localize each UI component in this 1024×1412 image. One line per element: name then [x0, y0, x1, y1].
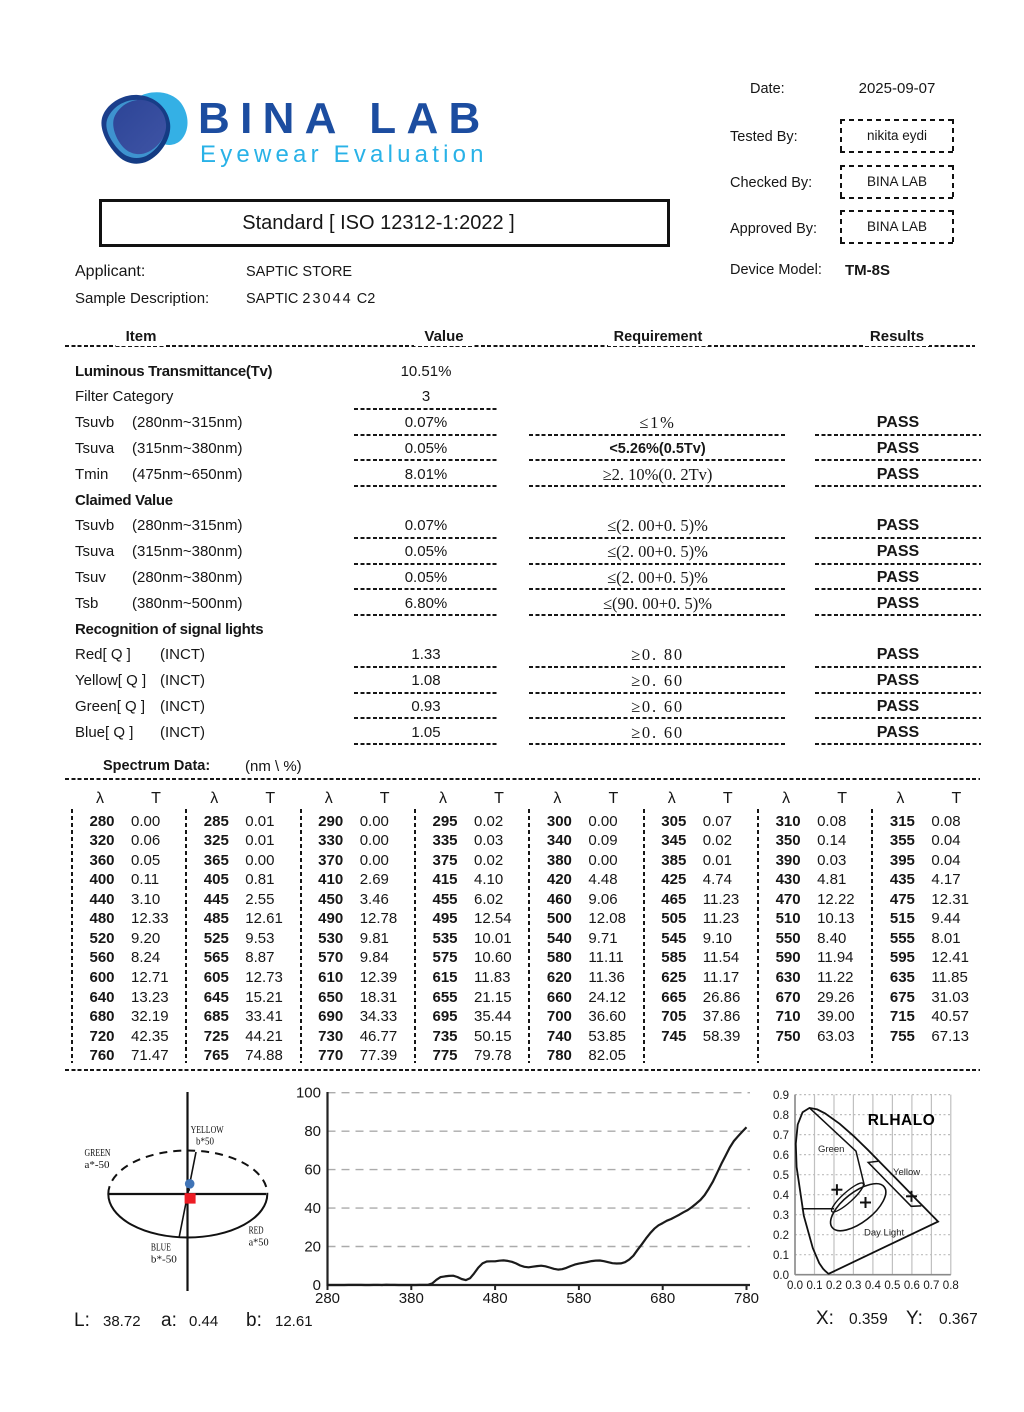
svg-text:0.5: 0.5	[773, 1170, 789, 1182]
svg-text:RED: RED	[249, 1225, 264, 1237]
svg-text:580: 580	[566, 1290, 591, 1307]
svg-text:0.4: 0.4	[865, 1280, 882, 1292]
svg-text:0.2: 0.2	[773, 1230, 789, 1242]
svg-text:0.0: 0.0	[773, 1270, 789, 1282]
svg-text:60: 60	[304, 1162, 321, 1179]
svg-text:0.8: 0.8	[943, 1280, 959, 1292]
svg-text:280: 280	[315, 1290, 340, 1307]
svg-text:RLHALO: RLHALO	[868, 1112, 936, 1129]
svg-text:0.9: 0.9	[773, 1090, 789, 1102]
svg-text:0.8: 0.8	[773, 1110, 789, 1122]
svg-text:0.7: 0.7	[773, 1130, 789, 1142]
svg-text:0.0: 0.0	[787, 1280, 803, 1292]
svg-text:380: 380	[399, 1290, 424, 1307]
svg-text:0.5: 0.5	[884, 1280, 900, 1292]
svg-text:a*50: a*50	[249, 1237, 269, 1249]
svg-text:680: 680	[650, 1290, 675, 1307]
svg-text:40: 40	[304, 1200, 321, 1217]
svg-text:b*50: b*50	[196, 1136, 214, 1148]
svg-text:0.3: 0.3	[845, 1280, 861, 1292]
svg-text:BLUE: BLUE	[151, 1242, 171, 1254]
svg-text:b*-50: b*-50	[151, 1254, 177, 1266]
svg-text:a*-50: a*-50	[85, 1159, 110, 1171]
svg-text:0: 0	[313, 1277, 321, 1294]
svg-text:780: 780	[734, 1290, 759, 1307]
svg-text:0.6: 0.6	[904, 1280, 920, 1292]
svg-text:0.2: 0.2	[826, 1280, 842, 1292]
svg-text:Green: Green	[818, 1144, 844, 1155]
svg-text:480: 480	[483, 1290, 508, 1307]
svg-text:Yellow: Yellow	[893, 1167, 920, 1178]
svg-text:0.6: 0.6	[773, 1150, 789, 1162]
svg-text:80: 80	[304, 1123, 321, 1140]
svg-text:20: 20	[304, 1239, 321, 1256]
svg-text:GREEN: GREEN	[85, 1147, 111, 1159]
svg-text:0.4: 0.4	[773, 1190, 790, 1202]
svg-text:0.1: 0.1	[807, 1280, 823, 1292]
svg-text:0.1: 0.1	[773, 1250, 789, 1262]
svg-text:Day Light: Day Light	[864, 1228, 904, 1239]
svg-text:0.7: 0.7	[923, 1280, 939, 1292]
svg-text:YELLOW: YELLOW	[191, 1124, 224, 1136]
svg-text:0.3: 0.3	[773, 1210, 789, 1222]
svg-text:100: 100	[296, 1085, 321, 1102]
